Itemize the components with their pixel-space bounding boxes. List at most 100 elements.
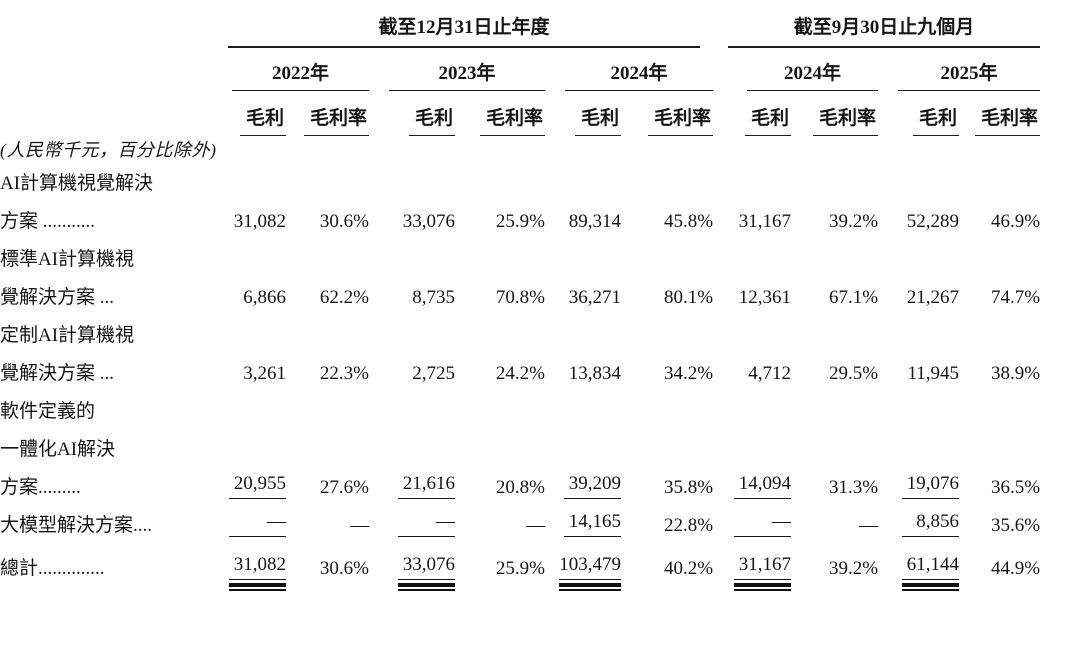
table-row: 覺解決方案 ... 6,866 62.2% 8,735 70.8% 36,271 80.1%… [0,276,1040,314]
gross-profit-cell: 21,267 [878,276,959,314]
group-gap [713,466,727,504]
cell-value: 39,209 [564,473,621,499]
column-header-gross-profit: 毛利 [727,91,792,136]
column-header-margin: 毛利率 [959,91,1041,136]
cell-value: 34.2% [663,363,714,384]
cell-value: 74.7% [990,287,1041,308]
gross-profit-cell [878,238,959,276]
cell-value: 33,076 [402,211,455,232]
margin-cell: 62.2% [286,276,369,314]
cell-value: 31,167 [734,554,792,591]
cell-value: 3,261 [243,363,286,384]
cell-value: — [350,515,369,536]
cell-value: 14,094 [734,473,792,499]
gross-profit-cell [727,428,791,466]
cell-value: 39.2% [828,558,879,579]
margin-cell: 34.2% [621,352,713,390]
gross-profit-cell [727,238,791,276]
cell-value: 31,082 [229,554,286,591]
group-gap [713,238,727,276]
unit-note-cell: (人民幣千元，百分比除外) [0,136,1040,162]
cell-value: 70.8% [495,287,545,308]
gross-profit-cell: 8,856 [878,504,960,542]
cell-value: 67.1% [828,287,879,308]
gross-profit-cell: 3,261 [212,352,286,390]
margin-cell: 24.2% [455,352,545,390]
margin-cell: 20.8% [455,466,545,504]
row-label: 覺解決方案 ... [0,287,115,308]
gross-profit-cell: 33,076 [369,200,455,238]
margin-cell: 35.6% [959,504,1040,542]
cell-value: 35.8% [663,477,714,498]
gross-profit-cell [878,314,959,352]
margin-cell: 44.9% [959,542,1040,594]
cell-value: — [526,515,545,536]
year-header-2022: 2022年 [212,48,369,91]
cell-value: 20.8% [495,477,545,498]
gross-profit-cell [369,238,455,276]
table-row: AI計算機視覺解決 [0,162,1040,200]
gross-profit-cell [878,162,959,200]
gross-profit-cell: 4,712 [727,352,791,390]
row-label: 標準AI計算機視 [0,249,135,270]
margin-cell [791,162,878,200]
gross-profit-cell: 8,735 [369,276,455,314]
cell-value: 31.3% [828,477,879,498]
column-header-gross-profit: 毛利 [878,91,960,136]
margin-cell [959,428,1040,466]
gross-profit-cell [212,238,286,276]
gross-profit-cell [545,162,621,200]
margin-cell: — [286,504,369,542]
table-row: 大模型解決方案.... — — — — 14,165 22.8% — — 8,856 35.6% [0,504,1040,542]
cell-value: 62.2% [319,287,369,308]
column-header-margin: 毛利率 [455,91,545,136]
period-header-row: 截至12月31日止年度 截至9月30日止九個月 [0,6,1041,48]
margin-cell: 22.3% [286,352,369,390]
margin-cell [791,428,878,466]
cell-value: 8,735 [412,287,455,308]
cell-value: 46.9% [990,211,1041,232]
gross-profit-cell [212,428,286,466]
column-header-gross-profit: 毛利 [369,91,455,136]
group-gap [713,6,727,48]
margin-cell: 80.1% [621,276,713,314]
unit-note: (人民幣千元，百分比除外) [0,140,217,160]
cell-value: 25.9% [495,211,545,232]
cell-value: 36,271 [568,287,621,308]
cell-value: — [398,511,455,537]
margin-cell [959,314,1040,352]
gross-profit-cell [369,162,455,200]
report-table: 截至12月31日止年度 截至9月30日止九個月 2022年 2023年 2024… [0,6,1041,594]
cell-value: 8,856 [902,511,960,537]
margin-cell: 22.8% [621,504,713,542]
cell-value: 21,616 [398,473,455,499]
margin-cell [621,428,713,466]
gross-profit-cell: 33,076 [369,542,455,594]
gross-profit-cell [727,390,791,428]
gross-profit-cell: 14,094 [727,466,792,504]
gross-profit-cell [212,390,286,428]
cell-value: 13,834 [568,363,621,384]
margin-cell [791,390,878,428]
gross-profit-cell [878,390,959,428]
margin-cell: 45.8% [621,200,713,238]
cell-value: — [229,511,286,537]
group-gap [713,200,727,238]
cell-value: 21,267 [906,287,960,308]
cell-value: 14,165 [564,511,621,537]
margin-cell [621,390,713,428]
margin-cell [286,314,369,352]
unit-note-row: (人民幣千元，百分比除外) [0,136,1040,162]
row-label: AI計算機視覺解決 [0,173,154,194]
row-label: 方案......... [0,477,81,498]
margin-cell [621,238,713,276]
gross-profit-cell: 89,314 [545,200,621,238]
gross-profit-cell [212,314,286,352]
label-column-spacer [0,48,212,91]
margin-cell: 30.6% [286,200,369,238]
cell-value: 4,712 [748,363,792,384]
gross-profit-cell [545,428,621,466]
row-label: 方案 ........... [0,211,96,232]
label-column-spacer [0,91,212,136]
row-label: 定制AI計算機視 [0,325,135,346]
